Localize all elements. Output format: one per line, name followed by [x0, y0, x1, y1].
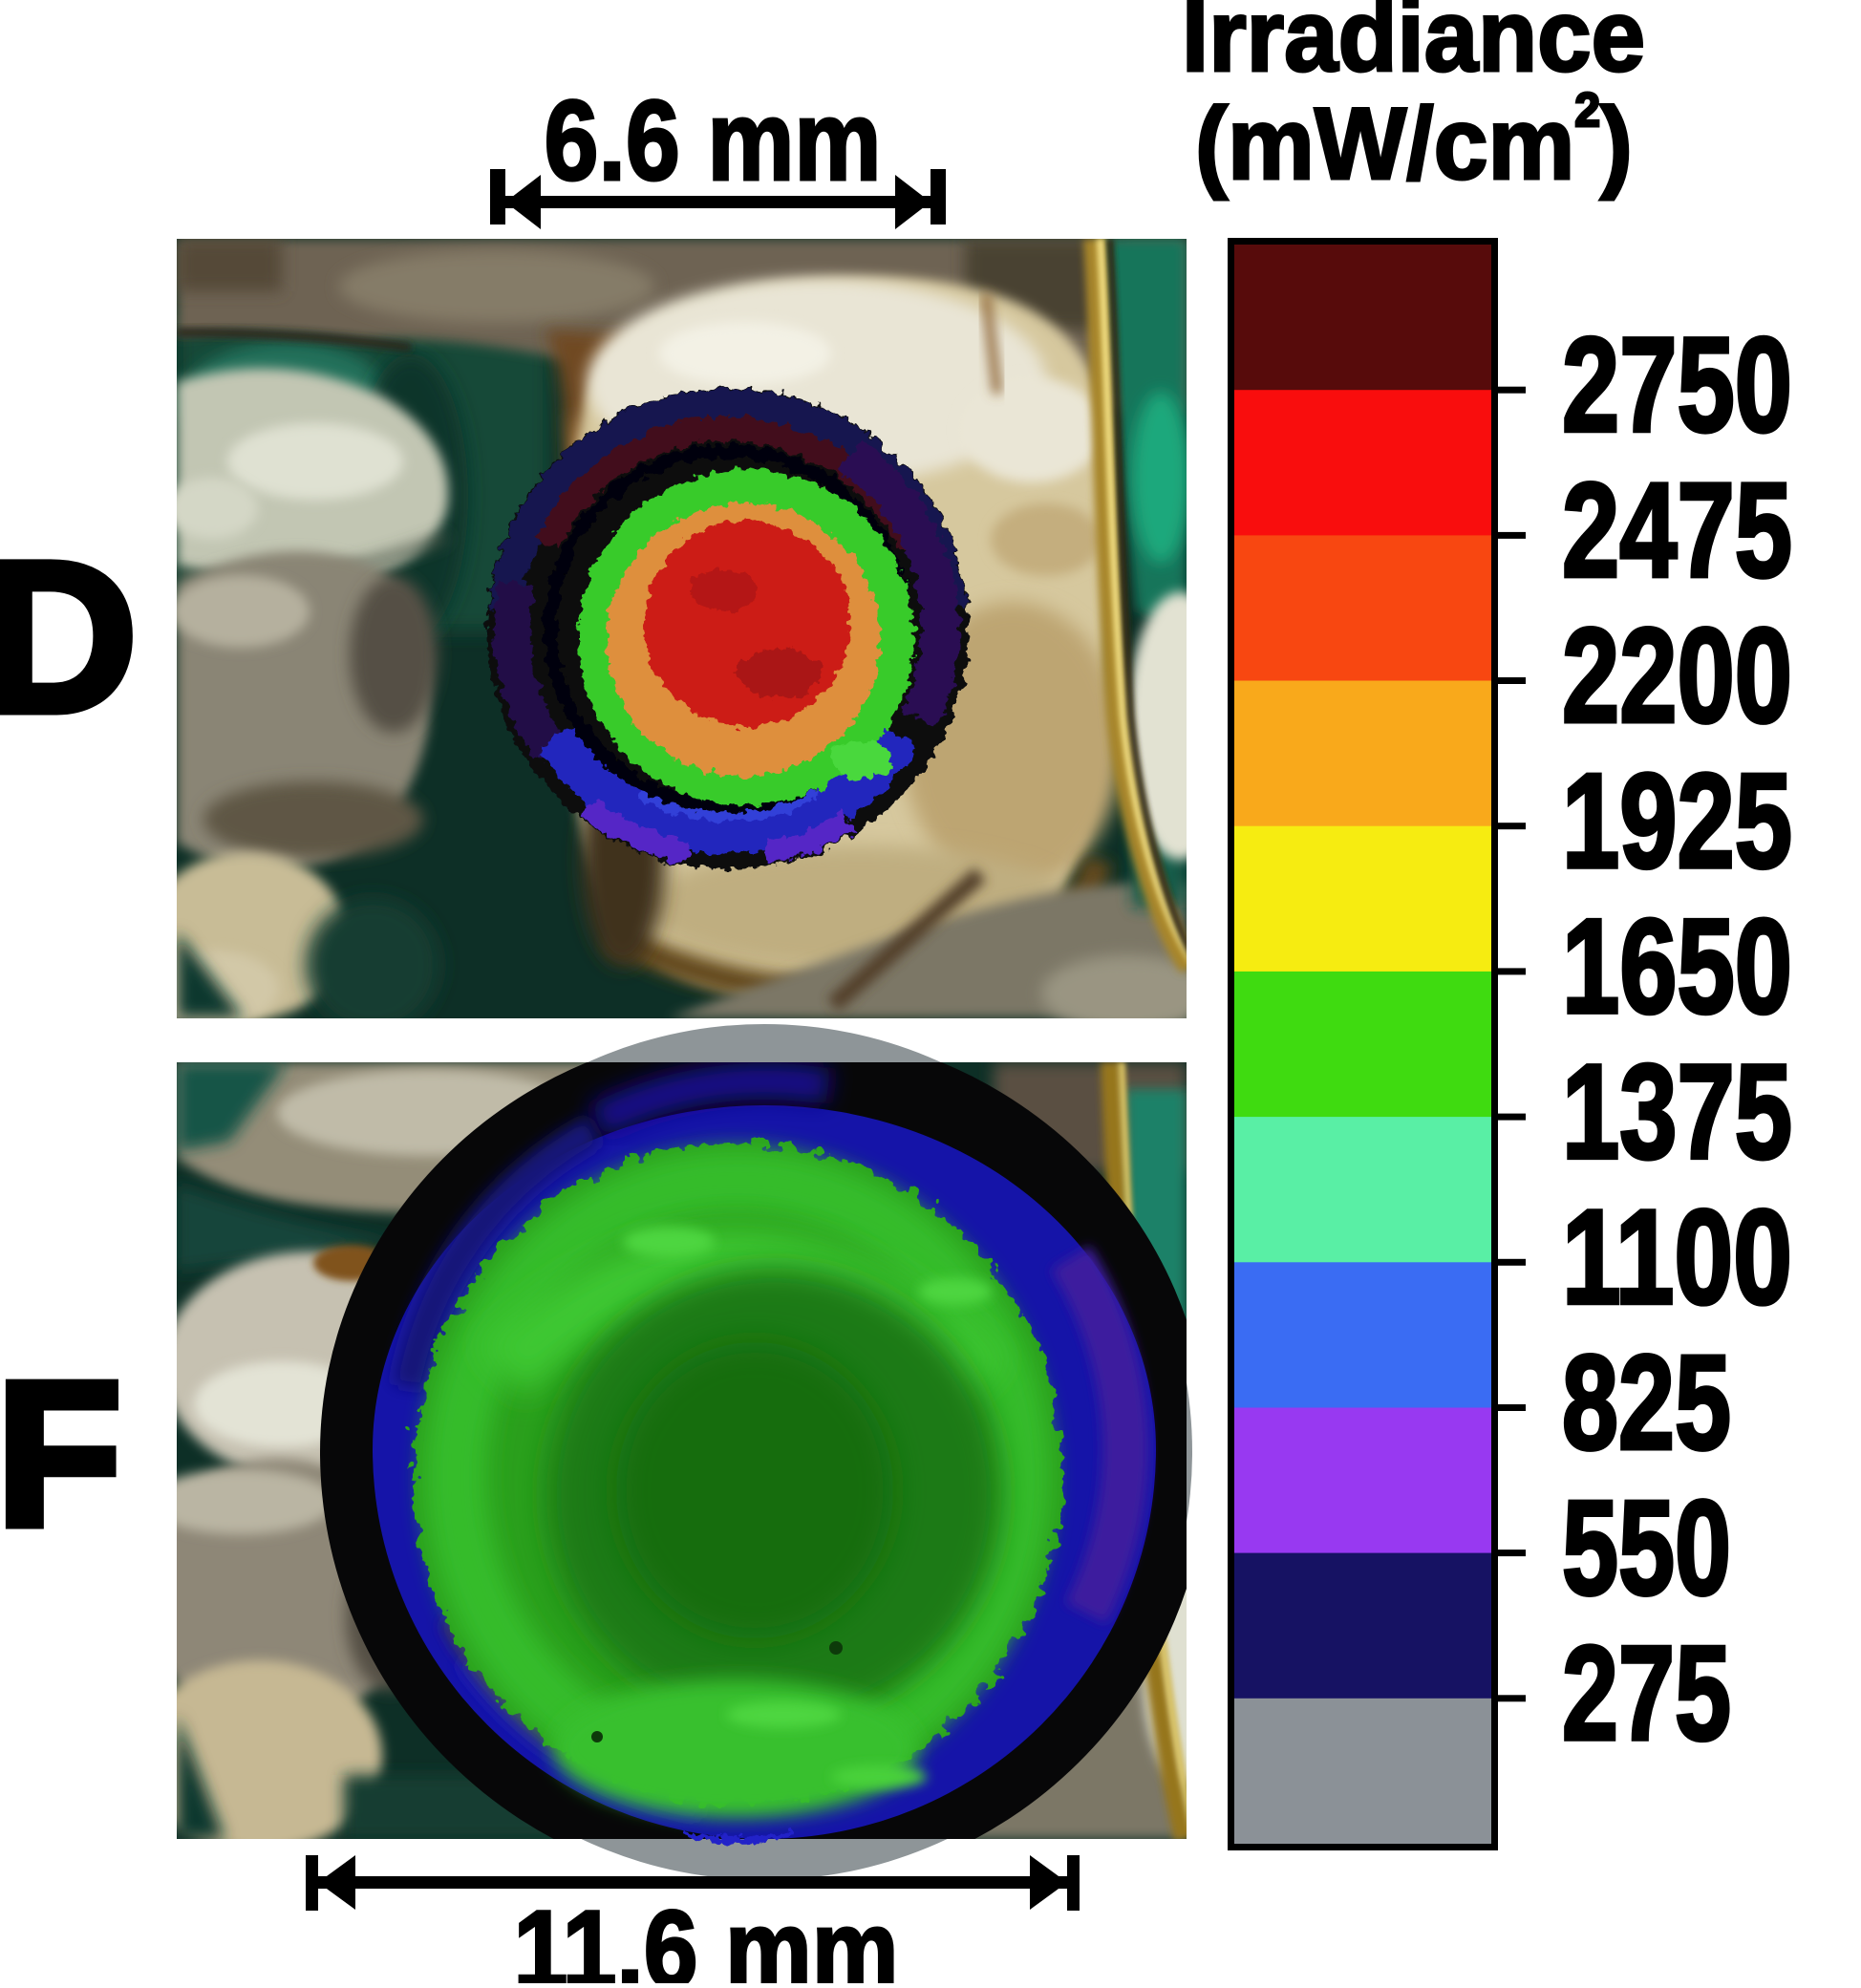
- svg-text:275: 275: [1562, 1617, 1731, 1768]
- svg-text:(mW/cm2): (mW/cm2): [1195, 84, 1633, 202]
- svg-text:1925: 1925: [1562, 745, 1792, 896]
- svg-text:Irradiance: Irradiance: [1182, 0, 1645, 93]
- svg-text:1100: 1100: [1562, 1181, 1792, 1332]
- svg-text:550: 550: [1562, 1472, 1731, 1623]
- svg-text:F: F: [0, 1338, 121, 1569]
- svg-text:1375: 1375: [1562, 1036, 1792, 1186]
- svg-text:D: D: [0, 518, 138, 757]
- svg-text:2200: 2200: [1562, 600, 1792, 751]
- svg-text:2750: 2750: [1562, 309, 1792, 460]
- svg-text:2475: 2475: [1562, 454, 1792, 605]
- svg-text:6.6 mm: 6.6 mm: [545, 77, 882, 204]
- svg-text:1650: 1650: [1562, 890, 1792, 1041]
- svg-text:825: 825: [1562, 1327, 1731, 1478]
- svg-text:11.6 mm: 11.6 mm: [514, 1889, 899, 1983]
